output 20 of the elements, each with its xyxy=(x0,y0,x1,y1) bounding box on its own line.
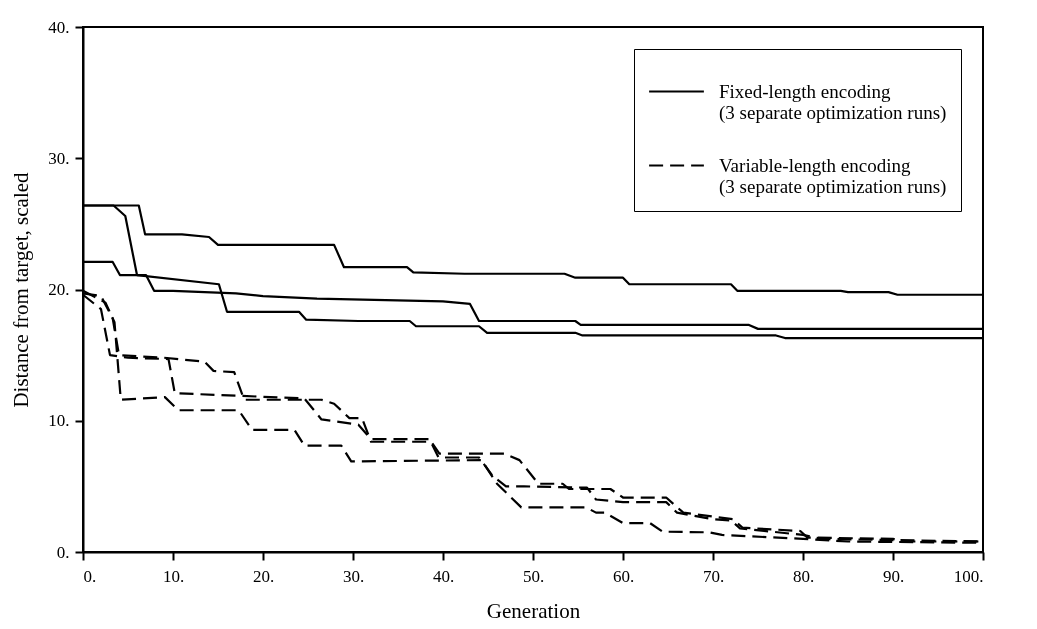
x-tick-label: 100. xyxy=(953,566,984,586)
x-tick-label: 90. xyxy=(882,566,905,586)
y-tick-label: 10. xyxy=(48,411,70,431)
y-tick-label: 40. xyxy=(48,17,70,37)
legend-label: Variable-length encoding (3 separate optimization runs) xyxy=(719,154,947,198)
y-tick-label: 30. xyxy=(48,148,70,168)
x-tick-label: 20. xyxy=(252,566,275,586)
x-tick-label: 70. xyxy=(702,566,725,586)
y-tick-label: 0. xyxy=(56,542,70,562)
legend-label: Fixed-length encoding (3 separate optimization runs) xyxy=(719,80,947,124)
x-axis-title: Generation xyxy=(486,598,581,623)
x-tick-label: 30. xyxy=(342,566,365,586)
x-tick-label: 60. xyxy=(612,566,635,586)
x-tick-label: 80. xyxy=(792,566,815,586)
x-tick-label: 40. xyxy=(432,566,455,586)
y-tick-label: 20. xyxy=(48,280,70,299)
x-tick-label: 10. xyxy=(162,566,185,586)
x-tick-label: 0. xyxy=(83,566,97,586)
y-axis-title: Distance from target, scaled xyxy=(9,171,34,408)
x-tick-label: 50. xyxy=(522,566,545,586)
